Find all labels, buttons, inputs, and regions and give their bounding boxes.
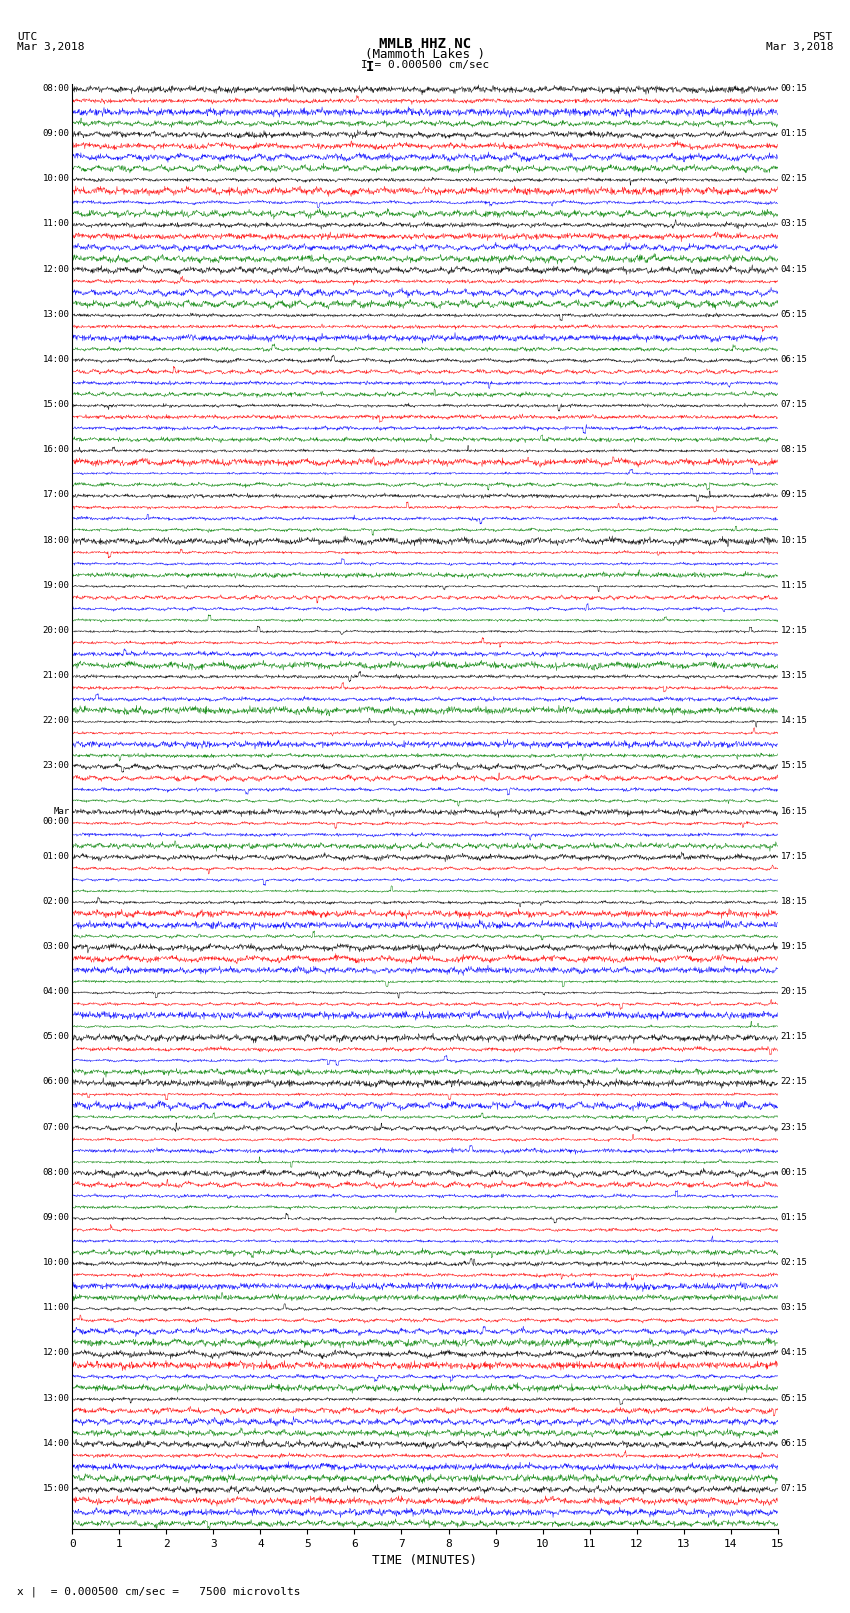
Text: 13:00: 13:00 xyxy=(42,1394,70,1403)
Text: 15:00: 15:00 xyxy=(42,1484,70,1494)
Text: 05:15: 05:15 xyxy=(780,310,808,319)
Text: 11:00: 11:00 xyxy=(42,1303,70,1313)
Text: 08:00: 08:00 xyxy=(42,84,70,94)
Text: 19:15: 19:15 xyxy=(780,942,808,952)
Text: 21:00: 21:00 xyxy=(42,671,70,681)
Text: 20:15: 20:15 xyxy=(780,987,808,997)
Text: 21:15: 21:15 xyxy=(780,1032,808,1042)
Text: 15:15: 15:15 xyxy=(780,761,808,771)
Text: 16:00: 16:00 xyxy=(42,445,70,455)
Text: 09:00: 09:00 xyxy=(42,129,70,139)
Text: 04:15: 04:15 xyxy=(780,265,808,274)
Text: 17:15: 17:15 xyxy=(780,852,808,861)
Text: 09:15: 09:15 xyxy=(780,490,808,500)
Text: 07:15: 07:15 xyxy=(780,400,808,410)
Text: 13:00: 13:00 xyxy=(42,310,70,319)
Text: Mar
00:00: Mar 00:00 xyxy=(42,806,70,826)
Text: 12:15: 12:15 xyxy=(780,626,808,636)
Text: 02:15: 02:15 xyxy=(780,174,808,184)
Text: 03:15: 03:15 xyxy=(780,1303,808,1313)
Text: 10:00: 10:00 xyxy=(42,174,70,184)
Text: I = 0.000500 cm/sec: I = 0.000500 cm/sec xyxy=(361,60,489,69)
Text: 08:15: 08:15 xyxy=(780,445,808,455)
Text: 18:15: 18:15 xyxy=(780,897,808,907)
Text: 01:15: 01:15 xyxy=(780,1213,808,1223)
Text: 12:00: 12:00 xyxy=(42,265,70,274)
Text: 14:00: 14:00 xyxy=(42,355,70,365)
Text: (Mammoth Lakes ): (Mammoth Lakes ) xyxy=(365,48,485,61)
Text: 00:15: 00:15 xyxy=(780,1168,808,1177)
Text: 06:15: 06:15 xyxy=(780,355,808,365)
Text: 06:15: 06:15 xyxy=(780,1439,808,1448)
Text: 19:00: 19:00 xyxy=(42,581,70,590)
Text: 22:00: 22:00 xyxy=(42,716,70,726)
Text: 05:00: 05:00 xyxy=(42,1032,70,1042)
Text: 20:00: 20:00 xyxy=(42,626,70,636)
X-axis label: TIME (MINUTES): TIME (MINUTES) xyxy=(372,1555,478,1568)
Text: 01:00: 01:00 xyxy=(42,852,70,861)
Text: 04:15: 04:15 xyxy=(780,1348,808,1358)
Text: 10:00: 10:00 xyxy=(42,1258,70,1268)
Text: 02:00: 02:00 xyxy=(42,897,70,907)
Text: 11:15: 11:15 xyxy=(780,581,808,590)
Text: 02:15: 02:15 xyxy=(780,1258,808,1268)
Text: PST: PST xyxy=(813,32,833,42)
Text: 13:15: 13:15 xyxy=(780,671,808,681)
Text: 05:15: 05:15 xyxy=(780,1394,808,1403)
Text: Mar 3,2018: Mar 3,2018 xyxy=(766,42,833,52)
Text: 12:00: 12:00 xyxy=(42,1348,70,1358)
Text: UTC: UTC xyxy=(17,32,37,42)
Text: 07:00: 07:00 xyxy=(42,1123,70,1132)
Text: 07:15: 07:15 xyxy=(780,1484,808,1494)
Text: 23:00: 23:00 xyxy=(42,761,70,771)
Text: 09:00: 09:00 xyxy=(42,1213,70,1223)
Text: 04:00: 04:00 xyxy=(42,987,70,997)
Text: 10:15: 10:15 xyxy=(780,536,808,545)
Text: 17:00: 17:00 xyxy=(42,490,70,500)
Text: 03:00: 03:00 xyxy=(42,942,70,952)
Text: 15:00: 15:00 xyxy=(42,400,70,410)
Text: 00:15: 00:15 xyxy=(780,84,808,94)
Text: 23:15: 23:15 xyxy=(780,1123,808,1132)
Text: 03:15: 03:15 xyxy=(780,219,808,229)
Text: 11:00: 11:00 xyxy=(42,219,70,229)
Text: 16:15: 16:15 xyxy=(780,806,808,816)
Text: 08:00: 08:00 xyxy=(42,1168,70,1177)
Text: I: I xyxy=(366,60,374,74)
Text: 14:15: 14:15 xyxy=(780,716,808,726)
Text: Mar 3,2018: Mar 3,2018 xyxy=(17,42,84,52)
Text: 22:15: 22:15 xyxy=(780,1077,808,1087)
Text: 06:00: 06:00 xyxy=(42,1077,70,1087)
Text: 01:15: 01:15 xyxy=(780,129,808,139)
Text: x |  = 0.000500 cm/sec =   7500 microvolts: x | = 0.000500 cm/sec = 7500 microvolts xyxy=(17,1586,301,1597)
Text: 18:00: 18:00 xyxy=(42,536,70,545)
Text: MMLB HHZ NC: MMLB HHZ NC xyxy=(379,37,471,52)
Text: 14:00: 14:00 xyxy=(42,1439,70,1448)
